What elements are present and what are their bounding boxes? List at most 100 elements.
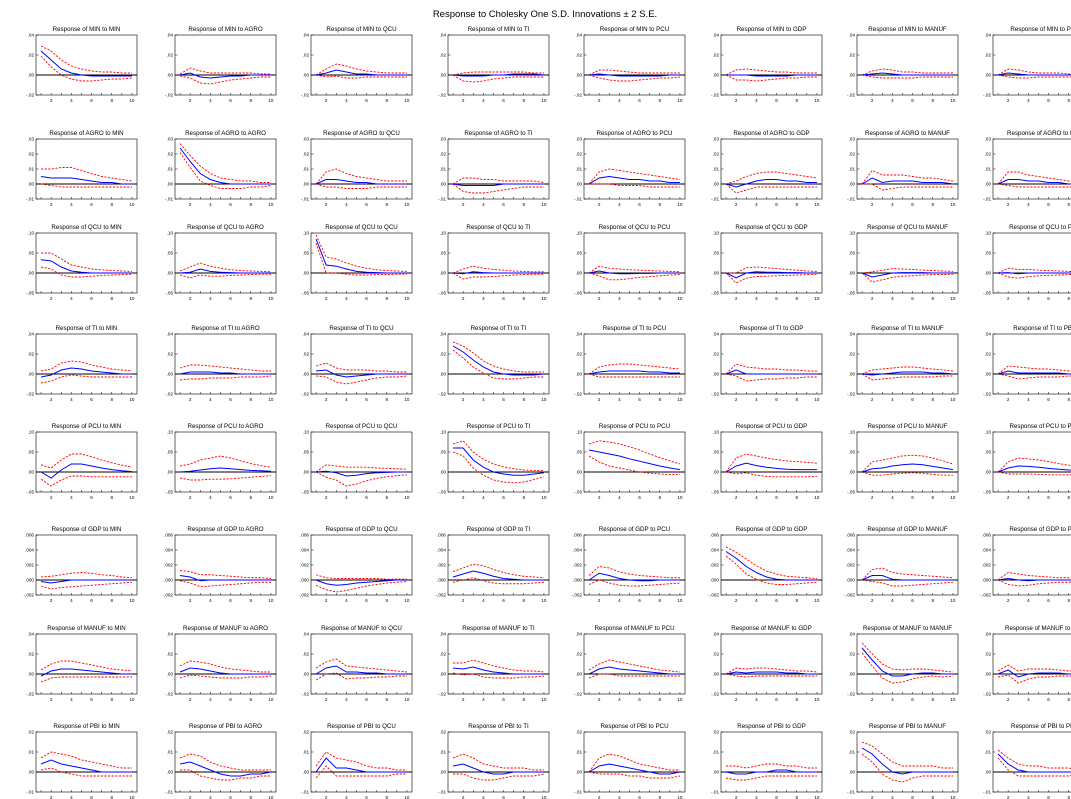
upper-band <box>315 658 407 673</box>
panel-title: Response of MIN to GDP <box>737 26 807 33</box>
y-tick-label: .00 <box>28 470 35 475</box>
upper-band <box>40 360 132 372</box>
y-tick-label: .02 <box>849 730 856 735</box>
x-tick-label: 4 <box>209 98 212 103</box>
irf-panel: Response of PCU to PBI-.05.00.05.1024681… <box>983 423 1071 500</box>
irf-panel: Response of MANUF to TI -.02 .00 .02 .04 2 4 6 8… <box>438 625 550 702</box>
x-tick-label: 8 <box>249 397 252 402</box>
response-line <box>861 747 953 775</box>
irf-panel: Response of GDP to GDP -.002 .000 .002 .004.… <box>709 526 823 603</box>
y-tick-label: .00 <box>440 182 447 187</box>
upper-band <box>315 234 407 272</box>
x-tick-label: 6 <box>911 795 914 799</box>
x-tick-label: 8 <box>1067 296 1070 301</box>
panel-title: Response of PBI to PCU <box>600 723 668 730</box>
x-tick-label: 8 <box>522 202 525 207</box>
y-tick-label: -.02 <box>301 93 309 98</box>
x-tick-label: 4 <box>1027 296 1030 301</box>
x-tick-label: 6 <box>638 296 641 301</box>
plot-frame <box>174 333 277 395</box>
x-tick-label: 8 <box>931 202 934 207</box>
y-tick-label: .004 <box>164 548 173 553</box>
panel-title: Response of PBI to PBI <box>1011 723 1071 730</box>
y-tick-label: .02 <box>849 352 856 357</box>
y-tick-label: .01 <box>440 167 447 172</box>
x-tick-label: 2 <box>871 495 874 500</box>
lower-band <box>40 55 132 82</box>
upper-band <box>452 177 545 185</box>
x-tick-label: 6 <box>1047 296 1050 301</box>
lower-band <box>588 579 680 587</box>
y-tick-label: -.02 <box>711 93 719 98</box>
y-tick-label: .10 <box>576 231 583 236</box>
panel-title: Response of GDP to PCU <box>599 526 670 533</box>
y-tick-label: .006 <box>164 533 173 538</box>
x-tick-label: 10 <box>129 397 135 402</box>
y-tick-label: .00 <box>303 182 310 187</box>
x-tick-label: 8 <box>110 296 113 301</box>
upper-band <box>41 572 132 579</box>
y-tick-label: .10 <box>440 430 447 435</box>
plot-frame <box>310 138 413 200</box>
upper-band <box>861 454 954 473</box>
response-line <box>452 570 544 581</box>
x-tick-label: 8 <box>522 98 525 103</box>
x-tick-label: 6 <box>638 202 641 207</box>
lower-band <box>40 767 132 777</box>
y-tick-label: .00 <box>303 271 310 276</box>
irf-panel: Response of PCU to QCU -.05 .00 .05 .10 2 4 6 8 1… <box>301 423 413 500</box>
y-tick-label: .03 <box>576 137 583 142</box>
x-tick-label: 2 <box>189 495 192 500</box>
response-line <box>179 575 271 582</box>
x-tick-label: 4 <box>345 397 348 402</box>
plot-frame <box>992 232 1071 294</box>
plot-frame <box>720 731 823 793</box>
y-tick-label: .004 <box>846 548 855 553</box>
x-tick-label: 10 <box>268 202 274 207</box>
panel-title: Response of GDP to AGRO <box>187 526 263 533</box>
panel-title: Response of MANUF to PCU <box>594 625 674 632</box>
y-tick-label: -.02 <box>26 392 34 397</box>
y-tick-label: .006 <box>710 533 719 538</box>
upper-band <box>861 169 954 185</box>
x-tick-label: 4 <box>482 296 485 301</box>
y-tick-label: .00 <box>303 770 310 775</box>
irf-panel: Response of PBI to PCU -.01 .00 .01 .02 2 4 6 8 1… <box>574 723 686 799</box>
response-line <box>452 183 544 186</box>
irf-panel: Response of PBI to QCU -.01 .00 .01 .02 2 4 6 8 1… <box>301 723 413 799</box>
response-line <box>725 179 817 188</box>
x-tick-label: 2 <box>1007 697 1010 702</box>
y-tick-label: .04 <box>167 33 174 38</box>
x-tick-label: 10 <box>404 397 410 402</box>
y-tick-label: .10 <box>303 430 310 435</box>
upper-band <box>725 68 817 76</box>
x-tick-label: 2 <box>1007 598 1010 603</box>
x-tick-label: 10 <box>541 697 547 702</box>
response-line <box>861 575 953 581</box>
y-tick-label: -.05 <box>301 291 309 296</box>
plot-frame <box>174 431 277 493</box>
y-tick-label: .04 <box>985 332 992 337</box>
lower-band <box>861 579 953 587</box>
plot-frame <box>447 232 550 294</box>
y-tick-label: .02 <box>28 53 35 58</box>
upper-band <box>997 749 1071 769</box>
x-tick-label: 10 <box>814 202 820 207</box>
plot-frame <box>310 633 413 695</box>
upper-band <box>179 364 271 372</box>
x-tick-label: 8 <box>522 598 525 603</box>
upper-band <box>315 464 407 473</box>
panel-title: Response of QCU to GDP <box>735 224 807 231</box>
upper-band <box>179 455 272 468</box>
y-tick-label: .04 <box>576 632 583 637</box>
panel-title: Response of AGRO to MANUF <box>865 130 950 137</box>
plot-frame <box>35 138 138 200</box>
response-line <box>997 669 1071 678</box>
y-tick-label: .01 <box>849 750 856 755</box>
x-tick-label: 2 <box>1007 495 1010 500</box>
x-tick-label: 6 <box>90 697 93 702</box>
x-tick-label: 6 <box>229 697 232 702</box>
panel-title: Response of AGRO to PBI <box>1007 130 1071 137</box>
x-tick-label: 2 <box>1007 98 1010 103</box>
x-tick-label: 10 <box>541 397 547 402</box>
